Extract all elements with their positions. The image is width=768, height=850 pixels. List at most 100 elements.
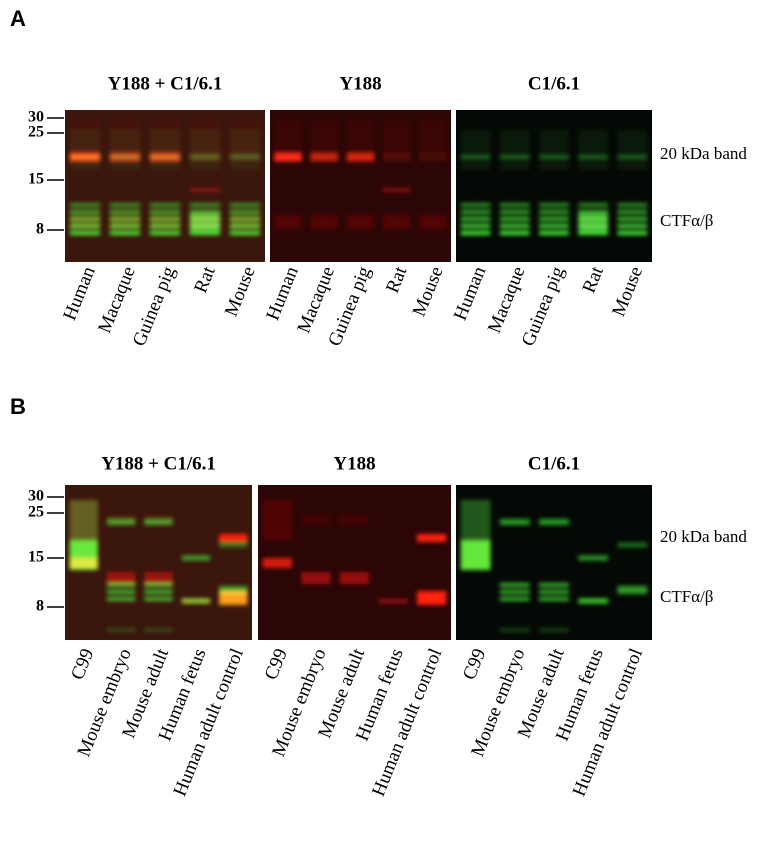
band (274, 120, 302, 160)
band (617, 542, 648, 548)
band (144, 583, 173, 587)
band (106, 515, 136, 525)
band (419, 120, 447, 160)
band (189, 203, 221, 207)
band (578, 130, 609, 170)
band (339, 572, 370, 584)
blot-bands (460, 130, 648, 235)
band (189, 187, 221, 193)
band (69, 231, 101, 235)
band (189, 215, 221, 229)
lane-label: Human (262, 263, 303, 323)
band (181, 598, 211, 604)
band (106, 572, 136, 584)
band (219, 586, 248, 594)
band-label: 20 kDa band (660, 144, 747, 163)
band (578, 213, 609, 231)
blot-bands (460, 500, 648, 632)
band (144, 628, 173, 632)
band (499, 203, 530, 207)
band (229, 203, 261, 207)
band (499, 519, 530, 525)
band (382, 120, 411, 160)
band (499, 628, 530, 632)
band (69, 215, 101, 229)
band (499, 231, 530, 235)
marker-label: 30 (28, 488, 44, 505)
lane-label: Human (59, 263, 100, 323)
band (109, 203, 141, 207)
band (460, 217, 491, 221)
band (229, 231, 261, 235)
band (460, 500, 491, 540)
band (144, 597, 173, 601)
band (262, 558, 292, 568)
band (460, 224, 491, 228)
blot-bands (69, 500, 248, 632)
band (106, 590, 136, 594)
blot-title: Y188 + C1/6.1 (108, 73, 223, 94)
band (539, 224, 569, 228)
band (301, 515, 331, 525)
band (106, 597, 136, 601)
band (69, 210, 101, 214)
band (262, 500, 292, 540)
band (106, 628, 136, 632)
lane-label: Rat (579, 263, 609, 296)
blot-title: Y188 (339, 73, 381, 94)
band (382, 215, 411, 229)
band (106, 583, 136, 587)
band (274, 215, 302, 229)
band (578, 598, 609, 604)
band (149, 120, 181, 160)
band (460, 231, 491, 235)
band (617, 130, 648, 170)
band (310, 215, 339, 229)
band (617, 586, 648, 594)
band (109, 215, 141, 229)
band (539, 231, 569, 235)
band (219, 534, 248, 542)
lane-label: C99 (261, 646, 292, 683)
band (417, 591, 447, 605)
marker-label: 15 (28, 549, 44, 566)
band (460, 210, 491, 214)
band (339, 515, 370, 525)
band (219, 542, 248, 548)
band (460, 130, 491, 170)
band (539, 583, 569, 587)
band (499, 210, 530, 214)
marker-label: 8 (36, 598, 44, 615)
band (144, 572, 173, 584)
lane-label: Mouse (409, 264, 448, 320)
band (144, 515, 173, 525)
band (69, 120, 101, 160)
band (539, 203, 569, 207)
lane-label: Macaque (94, 264, 140, 336)
band (578, 555, 609, 561)
lane-label: C99 (459, 646, 490, 683)
blot-bands (69, 120, 261, 235)
band (617, 210, 648, 214)
band (346, 215, 375, 229)
band-label: 20 kDa band (660, 527, 747, 546)
lane-label: Mouse (608, 264, 647, 320)
blot-title: Y188 (333, 453, 375, 474)
band (229, 120, 261, 160)
blot-title: C1/6.1 (528, 73, 580, 94)
band (219, 591, 248, 605)
band (539, 628, 569, 632)
marker-label: 30 (28, 109, 44, 126)
band (149, 215, 181, 229)
band (189, 120, 221, 160)
lane-label: Rat (190, 263, 220, 296)
band (539, 519, 569, 525)
lane-label: Mouse (221, 264, 260, 320)
band (149, 210, 181, 214)
band (460, 540, 491, 570)
band (499, 597, 530, 601)
marker-label: 8 (36, 221, 44, 238)
band (539, 217, 569, 221)
band (539, 210, 569, 214)
band (346, 120, 375, 160)
